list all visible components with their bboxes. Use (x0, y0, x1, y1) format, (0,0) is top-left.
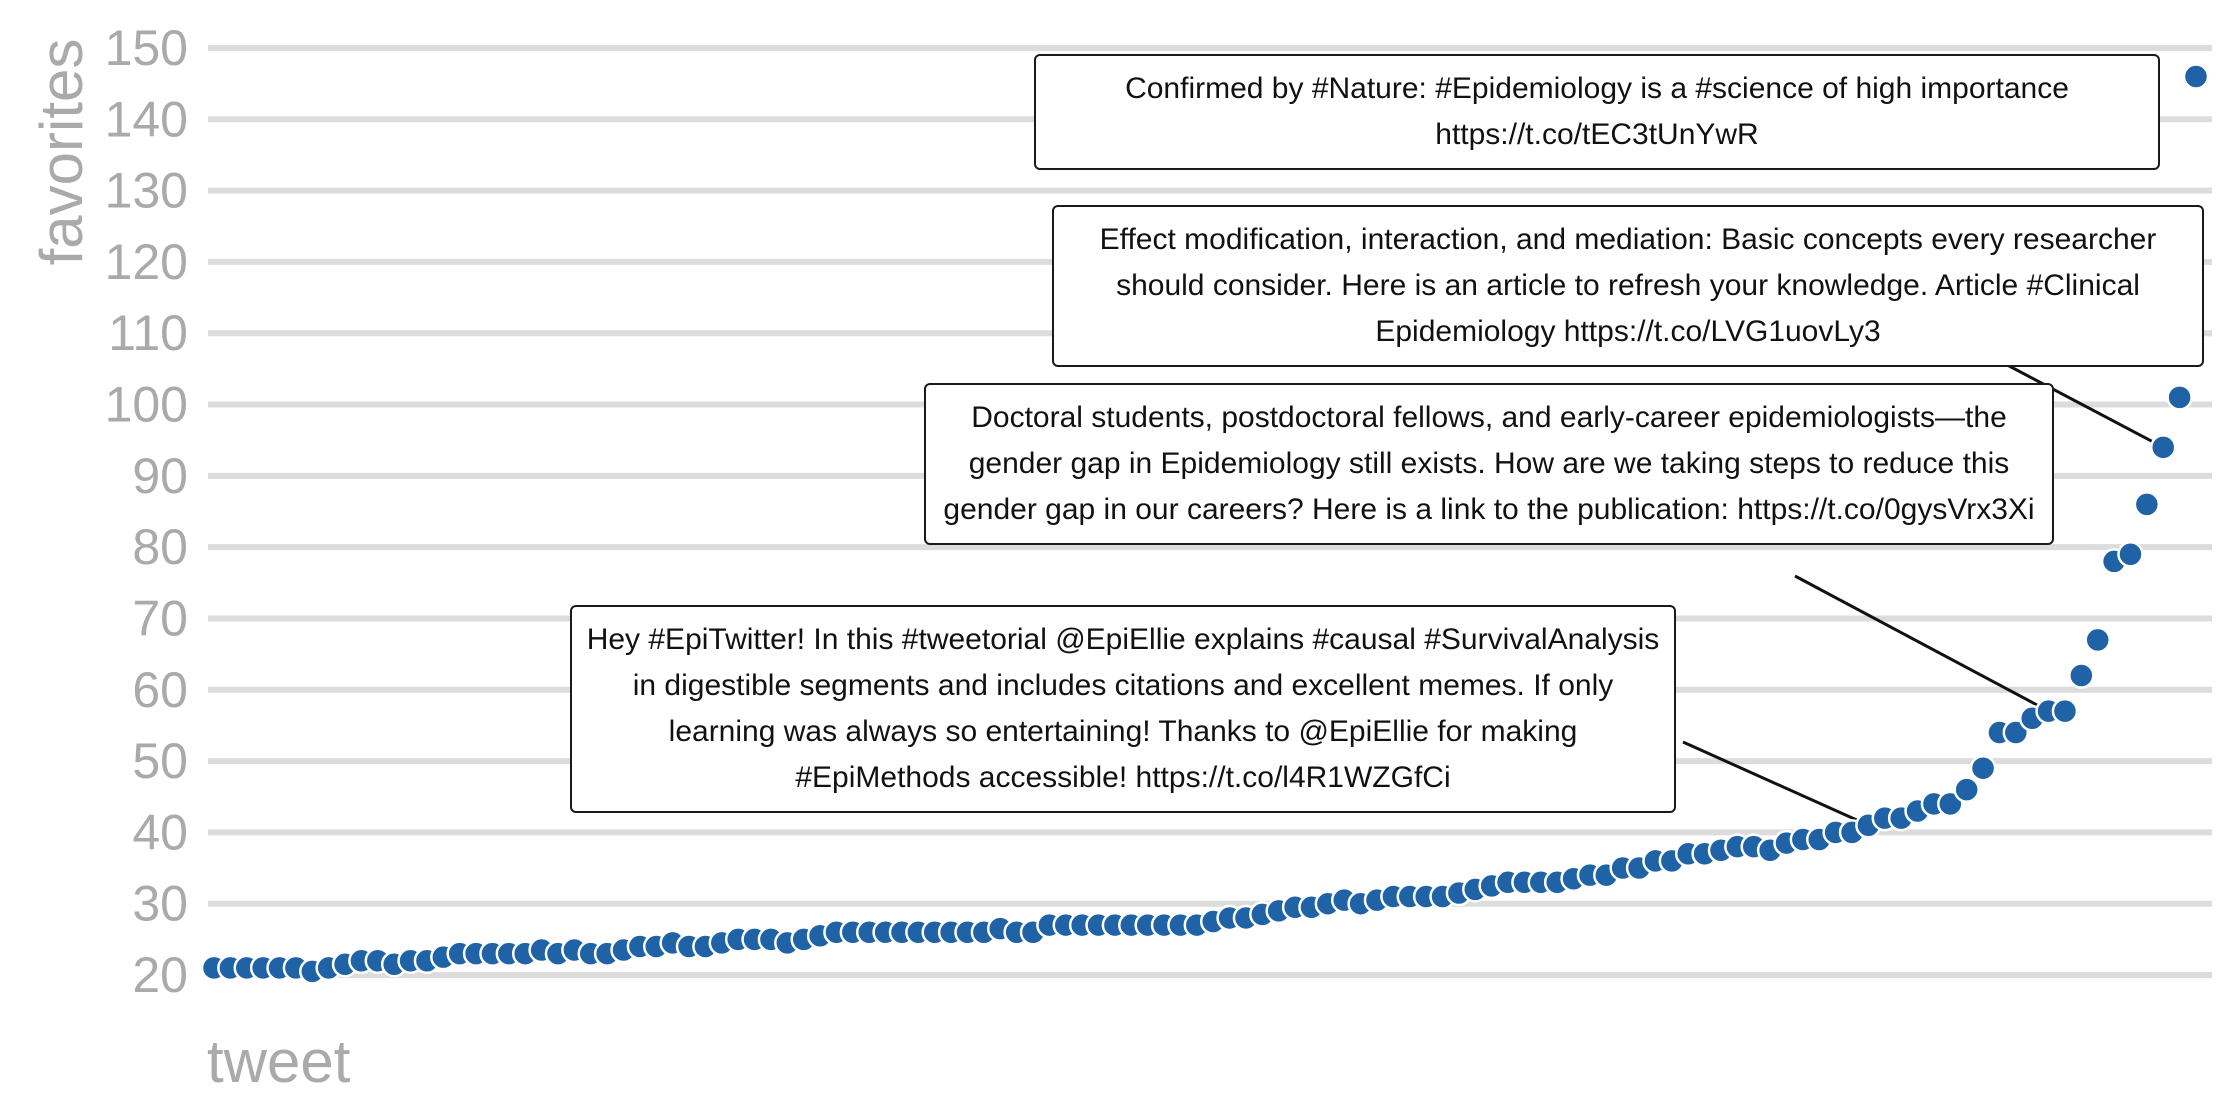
data-point (2068, 662, 2095, 689)
x-axis-title: tweet (207, 1028, 351, 1095)
y-tick-label-70: 70 (132, 590, 188, 646)
y-tick-label-130: 130 (105, 163, 188, 219)
y-tick-label-50: 50 (132, 733, 188, 789)
data-point (2084, 626, 2111, 654)
annotation-effect-modification: Effect modification, interaction, and me… (1052, 205, 2204, 367)
annotation-tweetorial: Hey #EpiTwitter! In this #tweetorial @Ep… (570, 605, 1676, 813)
y-tick-label-80: 80 (132, 519, 188, 575)
data-point (1937, 790, 1964, 818)
y-axis-ticks: 20 30 40 50 60 70 80 90 100 110 120 130 140 150 (105, 20, 188, 1003)
data-point (1969, 754, 1997, 782)
y-tick-label-30: 30 (132, 876, 188, 932)
data-point (2117, 541, 2144, 568)
data-point (2133, 491, 2161, 518)
data-point (1953, 776, 1980, 803)
y-tick-label-40: 40 (132, 804, 188, 860)
data-point (2149, 434, 2177, 461)
y-tick-label-110: 110 (108, 305, 188, 361)
annotation-gender-gap: Doctoral students, postdoctoral fellows,… (924, 383, 2054, 545)
data-point (2182, 63, 2210, 90)
y-tick-label-20: 20 (132, 947, 188, 1003)
y-axis-title: favorites (28, 39, 95, 266)
y-tick-label-150: 150 (105, 20, 188, 76)
data-point (2166, 384, 2193, 411)
y-tick-label-90: 90 (132, 448, 188, 504)
y-tick-label-140: 140 (105, 91, 188, 147)
annotation-connector-3 (1682, 740, 1870, 827)
y-tick-label-120: 120 (105, 234, 188, 290)
data-points (200, 63, 2210, 985)
y-tick-label-60: 60 (132, 662, 188, 718)
y-tick-label-100: 100 (105, 377, 188, 433)
data-point (2002, 719, 2030, 746)
annotation-connector-2 (1794, 574, 2050, 713)
annotation-nature: Confirmed by #Nature: #Epidemiology is a… (1034, 54, 2160, 170)
data-point (2051, 697, 2079, 725)
